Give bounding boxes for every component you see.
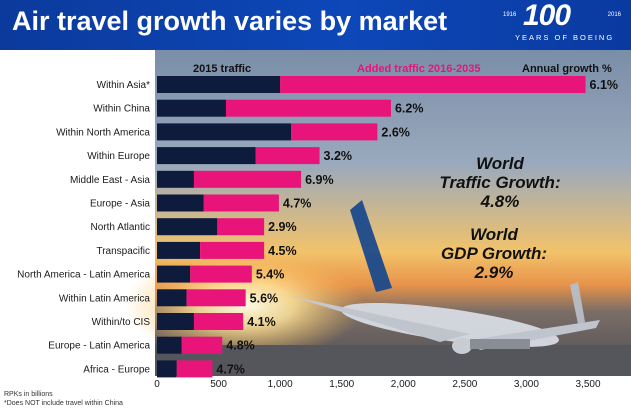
annotation-gdp-line1: World [470,225,518,244]
bar-2015-traffic [157,289,187,307]
growth-label: 3.2% [324,149,353,163]
logo-subtitle: YEARS OF BOEING [515,33,615,42]
x-tick-label: 2,000 [391,379,416,390]
category-label: Within Asia* [97,80,150,91]
bar-2015-traffic [157,241,201,259]
logo-year-start: 1916 [503,12,517,18]
bar-added-traffic [280,76,586,93]
growth-label: 4.5% [268,244,297,258]
growth-label: 2.9% [268,220,297,234]
stacked-bar-chart: 2015 traffic Added traffic 2016-2035 Ann… [4,50,631,407]
category-label: Europe - Latin America [48,341,150,352]
bar-2015-traffic [157,218,218,236]
annotation-traffic-line2: Traffic Growth: [439,173,560,192]
bar-added-traffic [225,99,391,117]
bar-2015-traffic [157,76,281,93]
footnote-china: *Does NOT include travel within China [4,400,123,407]
x-tick-label: 3,000 [514,379,539,390]
bars [157,76,586,378]
bar-added-traffic [193,313,244,330]
bar-2015-traffic [157,194,204,212]
header-banner: Air travel growth varies by market 1916 … [0,0,631,50]
page-title: Air travel growth varies by market [12,6,448,36]
annotation-traffic-line1: World [476,154,524,173]
bar-added-traffic [190,265,252,283]
category-label: Within China [93,104,150,115]
world-gdp-growth-annotation: World GDP Growth: 2.9% [441,225,547,282]
bar-added-traffic [176,360,213,378]
growth-label: 6.9% [305,173,334,187]
x-axis-ticks: 0 500 1,000 1,500 2,000 2,500 3,000 3,500 [154,379,601,390]
boeing-100-logo: 1916 100 2016 YEARS OF BOEING [501,0,621,47]
bar-added-traffic [186,289,246,307]
annual-growth-header: Annual growth % [522,63,612,75]
category-labels: Within Asia* Within China Within North Ame… [17,80,150,375]
growth-label: 5.6% [250,291,278,305]
growth-label: 4.7% [216,362,245,376]
annotation-gdp-line2: GDP Growth: [441,244,547,263]
x-tick-label: 2,500 [452,379,477,390]
bar-added-traffic [200,241,265,259]
bar-added-traffic [193,170,302,188]
airplane-illustration [290,200,600,354]
legend-added-traffic: Added traffic 2016-2035 [357,63,481,75]
category-label: Within Europe [87,151,150,162]
bar-added-traffic [255,147,320,165]
annotation-gdp-line3: 2.9% [474,263,514,282]
bar-2015-traffic [157,99,226,117]
growth-label: 4.7% [283,197,312,211]
legend-2015-traffic: 2015 traffic [193,63,251,75]
bar-2015-traffic [157,170,194,188]
logo-100: 100 [523,0,571,32]
bar-2015-traffic [157,147,256,165]
growth-label: 6.2% [395,102,424,116]
category-label: Africa - Europe [83,364,150,375]
category-label: Within/to CIS [92,317,151,328]
bar-2015-traffic [157,123,292,141]
bar-2015-traffic [157,313,194,330]
category-label: Within Latin America [59,293,151,304]
footnote-rpks: RPKs in billions [4,391,53,398]
growth-label: 4.1% [247,315,276,329]
category-label: Within North America [56,127,150,138]
category-label: Middle East - Asia [70,175,150,186]
world-traffic-growth-annotation: World Traffic Growth: 4.8% [439,154,560,211]
category-label: North America - Latin America [17,270,150,281]
growth-labels: 6.1% 6.2% 2.6% 3.2% 6.9% 4.7% 2.9% 4.5% 5.4% 5.6%… [216,78,618,376]
growth-label: 5.4% [256,268,285,282]
bar-2015-traffic [157,360,177,378]
growth-label: 4.8% [226,339,255,353]
bar-added-traffic [291,123,378,141]
x-tick-label: 500 [210,379,227,390]
growth-label: 6.1% [590,78,619,92]
bar-added-traffic [217,218,265,236]
bar-added-traffic [203,194,279,212]
x-tick-label: 3,500 [575,379,600,390]
category-label: North Atlantic [91,222,150,233]
category-label: Transpacific [96,246,150,257]
bar-2015-traffic [157,336,182,354]
logo-year-end: 2016 [607,12,621,18]
category-label: Europe - Asia [90,199,150,210]
x-tick-label: 1,500 [329,379,354,390]
annotation-traffic-line3: 4.8% [480,192,520,211]
bar-2015-traffic [157,265,191,283]
growth-label: 2.6% [381,125,410,139]
x-tick-label: 1,000 [268,379,293,390]
bar-added-traffic [181,336,223,354]
x-tick-label: 0 [154,379,160,390]
